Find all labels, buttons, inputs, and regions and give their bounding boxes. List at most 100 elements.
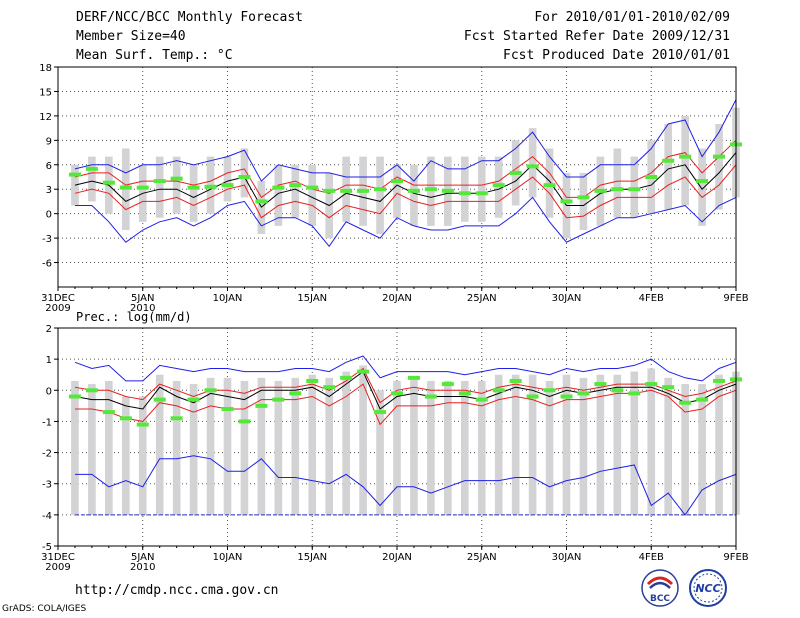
temperature-box	[545, 148, 554, 218]
precipitation-box	[715, 374, 723, 515]
temperature-climate-mark	[458, 191, 471, 196]
temperature-box	[664, 124, 673, 210]
precipitation-box	[308, 374, 317, 515]
precipitation-box	[240, 380, 249, 515]
temperature-ytick-label: 6	[46, 161, 52, 172]
temperature-box	[715, 124, 723, 210]
temperature-box	[274, 164, 283, 226]
precipitation-climate-mark	[441, 382, 454, 387]
temperature-ytick-label: 9	[46, 136, 52, 147]
precipitation-xtick-label: 10JAN	[213, 552, 243, 563]
precipitation-xtick-year: 2009	[45, 562, 70, 573]
precipitation-box	[528, 374, 537, 515]
temperature-ytick-label: 3	[46, 185, 52, 196]
temperature-climate-mark	[323, 188, 336, 193]
precipitation-outer-upper-line	[74, 355, 737, 382]
temperature-climate-mark	[136, 185, 149, 190]
temperature-box	[88, 156, 96, 202]
precipitation-climate-mark	[594, 382, 607, 387]
precipitation-ytick-label: 0	[46, 386, 52, 397]
temperature-climate-mark	[679, 154, 692, 159]
svg-text:NCC: NCC	[695, 582, 720, 595]
precipitation-box	[494, 374, 503, 515]
precipitation-box	[88, 384, 96, 515]
temperature-climate-mark	[374, 187, 387, 192]
chart-title: DERF/NCC/BCC Monthly Forecast	[76, 10, 303, 25]
temperature-box	[477, 156, 486, 222]
precipitation-ytick-label: -2	[42, 449, 52, 460]
temperature-box	[189, 164, 198, 222]
temperature-outer-upper-line	[74, 99, 737, 182]
temperature-climate-mark	[713, 154, 726, 159]
temperature-climate-mark	[119, 185, 132, 190]
precipitation-climate-mark	[407, 375, 420, 380]
temperature-xtick-label: 4FEB	[639, 293, 664, 304]
precipitation-ytick-label: -5	[42, 542, 52, 553]
precipitation-xtick-label: 4FEB	[639, 552, 664, 563]
footer-url[interactable]: http://cmdp.ncc.cma.gov.cn	[75, 583, 279, 598]
precipitation-box	[545, 380, 554, 515]
temperature-climate-mark	[628, 187, 641, 192]
precipitation-ytick-label: -1	[42, 417, 52, 428]
temperature-box	[155, 156, 164, 218]
precipitation-box	[121, 396, 130, 515]
temperature-box	[393, 164, 401, 218]
temperature-climate-mark	[509, 170, 522, 175]
precipitation-inner-upper-line	[74, 367, 737, 404]
precipitation-climate-mark	[509, 378, 522, 383]
temperature-climate-mark	[289, 183, 302, 188]
temperature-box	[698, 148, 706, 226]
precipitation-climate-mark	[662, 385, 675, 390]
precipitation-box	[325, 377, 334, 515]
precipitation-box	[562, 374, 571, 515]
temperature-box	[410, 164, 418, 226]
precipitation-climate-mark	[611, 388, 624, 393]
ncc-logo: NCC	[689, 569, 727, 607]
precipitation-xtick-label: 31DEC	[41, 552, 75, 563]
temperature-climate-mark	[340, 188, 353, 193]
temperature-box	[240, 148, 249, 198]
temperature-box	[681, 115, 689, 206]
temperature-ytick-label: -3	[42, 234, 52, 245]
temperature-box	[291, 164, 300, 218]
precipitation-climate-mark	[323, 385, 336, 390]
precipitation-ytick-label: 2	[46, 324, 52, 335]
precipitation-climate-mark	[391, 391, 403, 396]
precipitation-box	[427, 380, 435, 515]
precipitation-box	[189, 384, 198, 515]
precipitation-box	[460, 380, 469, 515]
grads-credit: GrADS: COLA/IGES	[2, 604, 87, 614]
precipitation-box	[444, 380, 452, 515]
precipitation-box	[138, 396, 147, 515]
precipitation-climate-mark	[526, 394, 539, 399]
temperature-climate-mark	[543, 183, 556, 188]
precipitation-box	[376, 390, 384, 515]
precipitation-ytick-label: -4	[42, 511, 52, 522]
precipitation-climate-mark	[679, 400, 692, 405]
temperature-climate-mark	[696, 179, 709, 184]
precipitation-box	[342, 371, 350, 515]
precipitation-box	[172, 380, 181, 515]
temperature-xtick-label: 31DEC	[41, 293, 75, 304]
temperature-box	[630, 156, 639, 218]
svg-text:BCC: BCC	[650, 594, 670, 604]
precipitation-climate-mark	[170, 416, 183, 421]
precipitation-climate-mark	[424, 394, 437, 399]
precipitation-climate-mark	[560, 394, 573, 399]
temperature-outer-lower-line	[75, 196, 737, 248]
temperature-box	[460, 156, 469, 222]
temperature-climate-mark	[492, 183, 505, 188]
precipitation-climate-mark	[119, 416, 132, 421]
temperature-ytick-label: 18	[39, 63, 52, 74]
temperature-climate-mark	[577, 195, 590, 200]
temperature-xtick-label: 9FEB	[723, 293, 748, 304]
precipitation-climate-mark	[306, 378, 319, 383]
precipitation-box	[698, 384, 706, 515]
temperature-box	[223, 156, 232, 202]
member-size-label: Member Size=40	[76, 29, 186, 44]
precipitation-box	[613, 374, 622, 515]
precipitation-box	[105, 380, 113, 515]
precipitation-climate-mark	[136, 422, 149, 427]
temperature-box	[376, 156, 384, 235]
